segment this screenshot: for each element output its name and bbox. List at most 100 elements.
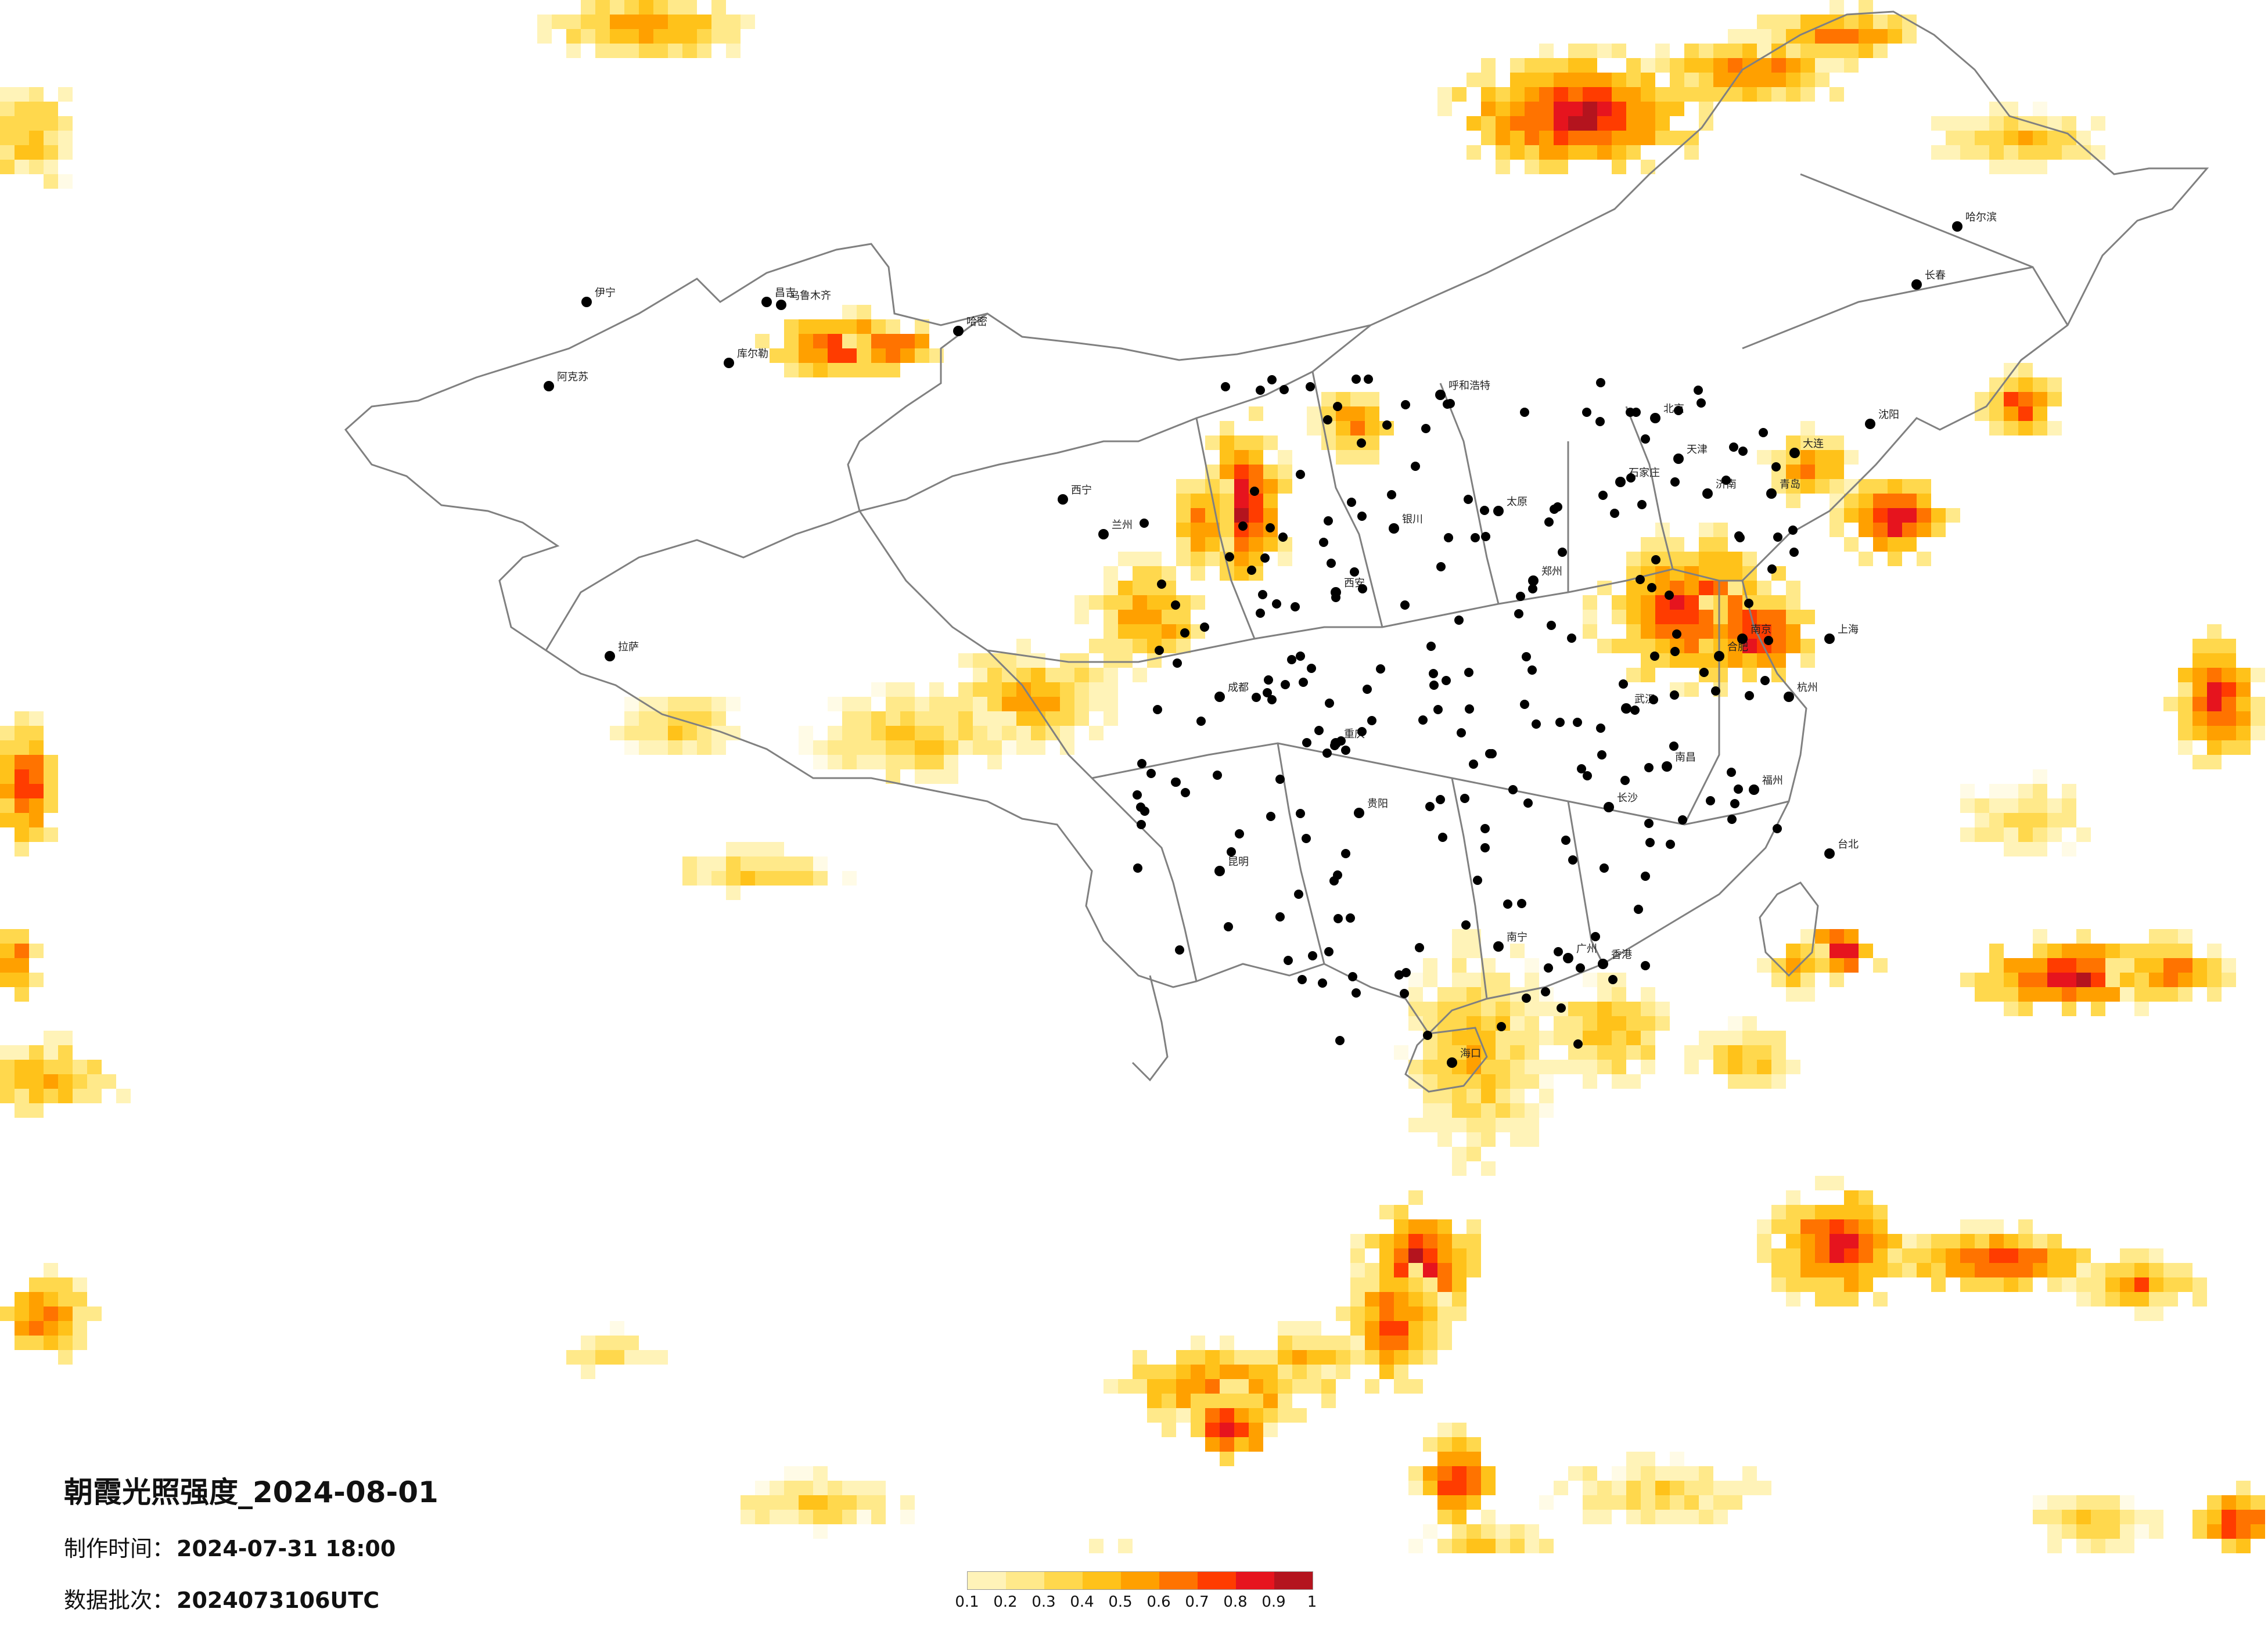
intensity-cell (1104, 581, 1118, 595)
intensity-cell (929, 755, 944, 769)
intensity-cell (1147, 1379, 1162, 1394)
intensity-cell (871, 1495, 886, 1510)
intensity-cell (44, 1336, 58, 1350)
city-marker (1444, 533, 1453, 542)
intensity-cell (1539, 145, 1554, 160)
intensity-cell (1496, 102, 1510, 116)
intensity-cell (1786, 1060, 1800, 1074)
intensity-cell (1771, 87, 1786, 102)
city-marker (1318, 978, 1327, 988)
intensity-cell (682, 871, 697, 886)
city-marker (1595, 417, 1605, 426)
intensity-cell (1220, 1452, 1234, 1466)
city-marker (1672, 629, 1681, 639)
intensity-cell (1408, 1466, 1423, 1481)
intensity-cell (1786, 436, 1800, 450)
intensity-cell (1539, 44, 1554, 58)
intensity-cell (1655, 1510, 1670, 1524)
intensity-cell (2149, 1510, 2163, 1524)
intensity-cell (813, 334, 828, 348)
city-marker (1418, 715, 1428, 725)
intensity-cell (726, 842, 741, 856)
intensity-cell (1713, 566, 1728, 581)
intensity-cell (1423, 1277, 1437, 1292)
intensity-cell (1684, 58, 1699, 73)
intensity-cell (1757, 595, 1771, 610)
intensity-cell (29, 726, 44, 740)
intensity-cell (1525, 160, 1539, 174)
intensity-cell (1597, 1002, 1612, 1016)
city-marker (1641, 872, 1650, 881)
intensity-cell (857, 697, 871, 711)
intensity-cell (653, 1350, 668, 1365)
intensity-cell (1191, 595, 1205, 610)
intensity-cell (770, 842, 784, 856)
intensity-cell (1423, 1074, 1437, 1089)
intensity-cell (799, 856, 813, 871)
intensity-cell (2004, 392, 2018, 406)
city-label: 拉萨 (618, 641, 639, 653)
intensity-cell (1888, 1234, 1902, 1248)
intensity-cell (15, 769, 29, 784)
intensity-cell (2178, 958, 2192, 973)
intensity-cell (1902, 15, 1917, 29)
intensity-cell (1307, 1365, 1321, 1379)
intensity-cell (2062, 798, 2076, 813)
intensity-cell (929, 711, 944, 726)
city-label: 沈阳 (1878, 409, 1899, 421)
intensity-cell (2033, 1495, 2047, 1510)
intensity-cell (697, 740, 711, 755)
intensity-cell (2018, 363, 2033, 377)
city-marker (1573, 718, 1582, 727)
city-marker (1735, 533, 1745, 542)
intensity-cell (29, 1060, 44, 1074)
intensity-cell (842, 363, 857, 377)
intensity-cell (2047, 392, 2062, 406)
intensity-cell (1612, 102, 1626, 116)
intensity-cell (755, 1495, 770, 1510)
intensity-cell (929, 682, 944, 697)
intensity-cell (2091, 145, 2105, 160)
intensity-cell (1045, 682, 1060, 697)
intensity-cell (2004, 987, 2018, 1002)
intensity-cell (857, 334, 871, 348)
intensity-cell (1510, 1060, 1525, 1074)
intensity-cell (1641, 1045, 1655, 1060)
intensity-cell (1597, 1481, 1612, 1495)
intensity-cell (0, 102, 15, 116)
intensity-cell (1481, 1524, 1496, 1539)
intensity-cell (2076, 958, 2091, 973)
intensity-cell (2018, 392, 2033, 406)
city-marker (1137, 759, 1146, 768)
intensity-cell (929, 740, 944, 755)
intensity-cell (1162, 1379, 1176, 1394)
intensity-cell (2251, 668, 2265, 682)
intensity-cell (1684, 1045, 1699, 1060)
intensity-cell (1626, 131, 1641, 145)
intensity-cell (1452, 987, 1467, 1002)
intensity-cell (784, 1481, 799, 1495)
intensity-cell (1655, 1016, 1670, 1031)
intensity-cell (1800, 1205, 1815, 1219)
intensity-cell (1931, 1277, 1946, 1292)
intensity-cell (1002, 668, 1016, 682)
intensity-cell (1859, 479, 1873, 494)
intensity-cell (1684, 145, 1699, 160)
intensity-cell (1539, 58, 1554, 73)
city-marker (1331, 593, 1340, 602)
intensity-cell (1437, 1103, 1452, 1118)
city-marker (1745, 691, 1754, 700)
intensity-cell (2236, 1495, 2251, 1510)
city-marker (1650, 413, 1660, 423)
intensity-cell (1104, 711, 1118, 726)
intensity-cell (1379, 1307, 1394, 1321)
intensity-cell (2178, 944, 2192, 958)
intensity-cell (1205, 1423, 1220, 1437)
city-marker (1557, 1003, 1566, 1013)
intensity-cell (987, 740, 1002, 755)
intensity-cell (624, 1350, 639, 1365)
intensity-cell (44, 102, 58, 116)
intensity-cell (1452, 973, 1467, 987)
intensity-cell (1583, 102, 1597, 116)
intensity-cell (1452, 1452, 1467, 1466)
